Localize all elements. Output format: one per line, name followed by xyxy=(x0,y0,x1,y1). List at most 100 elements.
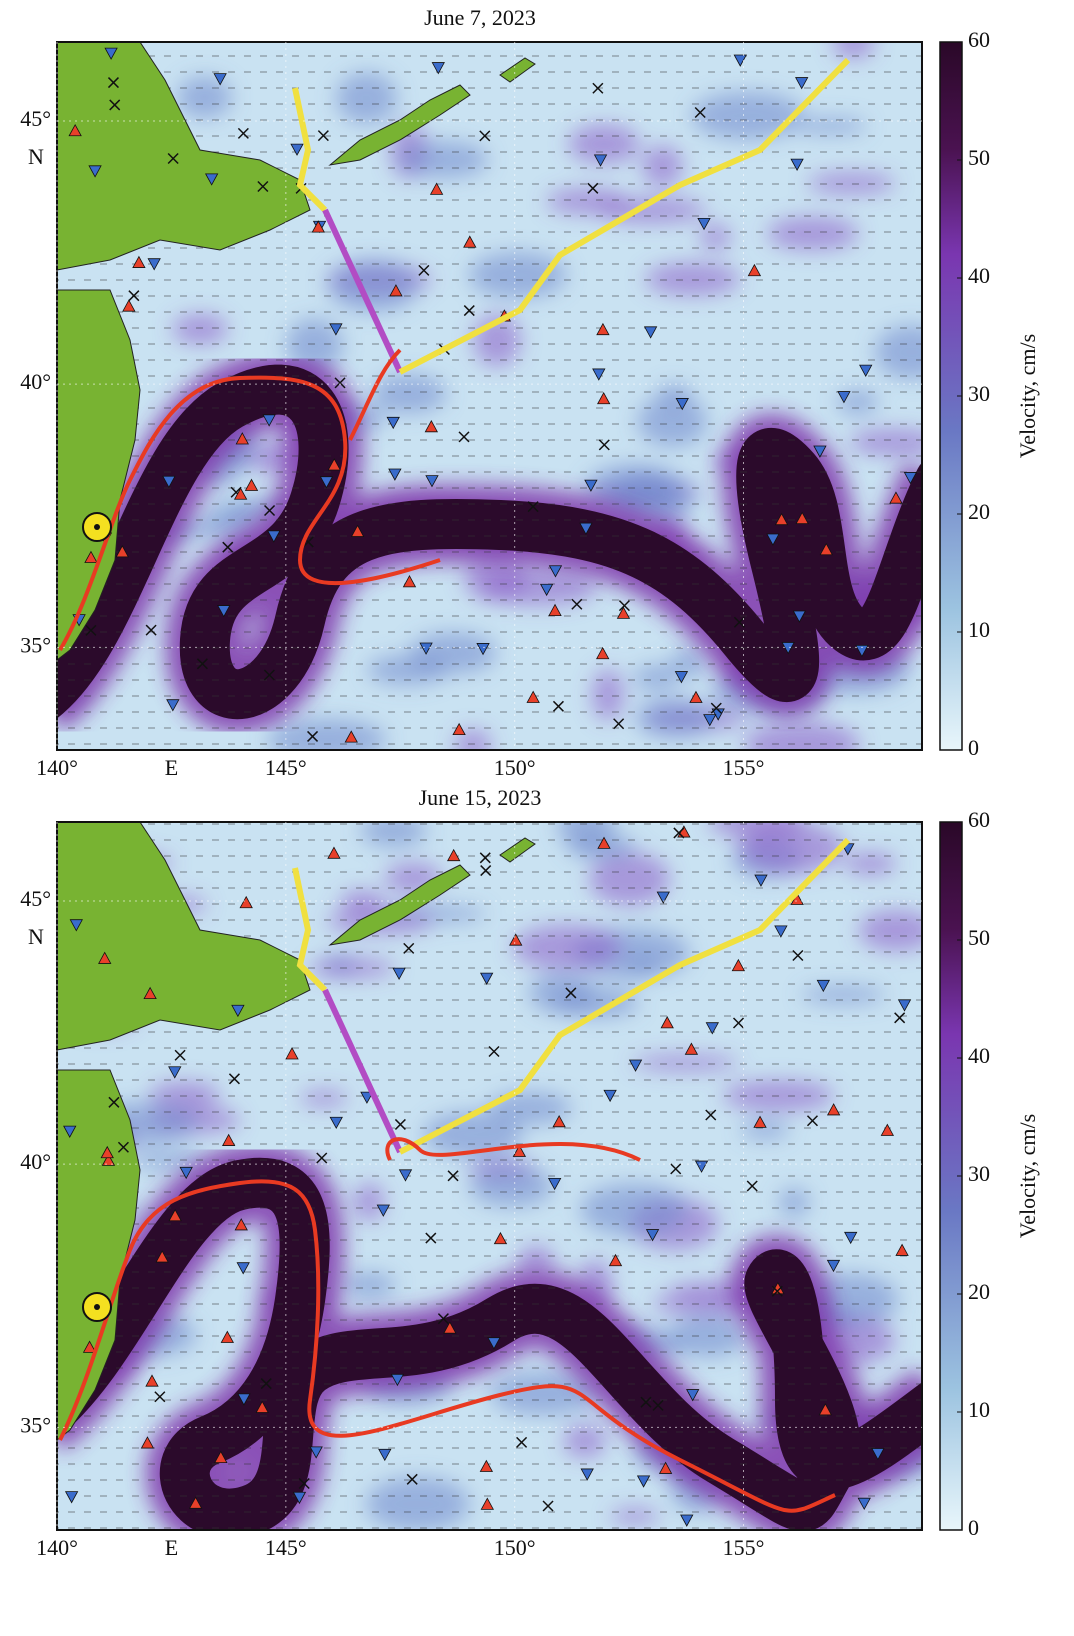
up-triangle xyxy=(880,1123,895,1136)
up-triangle xyxy=(818,1403,833,1416)
up-triangle xyxy=(658,1461,673,1474)
up-triangle xyxy=(350,524,365,537)
track-red xyxy=(58,348,441,652)
down-triangle xyxy=(837,391,851,404)
down-triangle xyxy=(705,1022,719,1035)
up-triangle xyxy=(552,1114,566,1128)
up-triangle xyxy=(509,933,523,946)
down-triangle xyxy=(826,1259,841,1273)
cross-marker xyxy=(394,1118,406,1130)
cross-marker xyxy=(196,658,208,670)
colorbar-label: Velocity, cm/s xyxy=(1015,1114,1040,1238)
up-triangle xyxy=(660,1016,674,1029)
down-triangle xyxy=(487,1337,501,1350)
down-triangle xyxy=(539,583,554,597)
up-triangle xyxy=(101,1153,116,1166)
cross-marker xyxy=(670,1163,682,1175)
up-triangle xyxy=(429,182,444,195)
cross-marker xyxy=(263,669,275,681)
up-triangle xyxy=(774,512,789,526)
cross-marker xyxy=(516,1436,528,1448)
cross-marker xyxy=(705,1109,717,1121)
colorbar-tick-label: 40 xyxy=(968,1043,990,1068)
map-panel: June 15, 2023 140° 145° 150° 155° E 35° 40° 45° N… xyxy=(20,785,1040,1560)
down-triangle xyxy=(643,326,658,339)
cross-marker xyxy=(307,730,319,742)
down-triangle xyxy=(231,1004,245,1018)
cross-marker xyxy=(488,1045,500,1058)
down-triangle xyxy=(592,368,606,381)
down-triangle xyxy=(104,47,118,60)
down-triangle xyxy=(213,73,227,86)
cross-marker xyxy=(806,1115,819,1127)
up-triangle xyxy=(447,848,461,862)
up-triangle xyxy=(753,1115,767,1128)
down-triangle xyxy=(162,475,176,489)
down-triangle xyxy=(166,699,180,712)
up-triangle xyxy=(235,432,249,445)
cross-marker xyxy=(673,827,685,839)
cross-marker xyxy=(154,1391,166,1403)
cross-marker xyxy=(571,598,583,610)
cross-marker xyxy=(894,1012,906,1024)
down-triangle xyxy=(859,364,873,377)
map-area xyxy=(57,42,922,750)
up-triangle xyxy=(479,1459,494,1472)
cross-marker xyxy=(418,264,430,276)
land-kuril xyxy=(328,57,536,166)
colorbar-tick-label: 40 xyxy=(968,263,990,288)
down-triangle xyxy=(547,1177,562,1191)
down-triangle xyxy=(392,967,406,980)
cross-marker xyxy=(592,82,604,94)
up-triangle xyxy=(596,646,610,660)
cross-marker xyxy=(542,1500,554,1512)
up-triangle xyxy=(285,1047,299,1060)
down-triangle xyxy=(603,1089,617,1103)
up-triangle xyxy=(140,1436,155,1449)
up-triangle xyxy=(819,542,833,556)
down-triangle xyxy=(754,874,768,887)
map-area xyxy=(57,822,922,1530)
down-triangle xyxy=(593,154,608,167)
colorbar-tick-label: 10 xyxy=(968,1397,990,1422)
x-tick-label: 150° xyxy=(494,1535,536,1560)
down-triangle xyxy=(292,1491,307,1505)
cross-marker xyxy=(85,624,97,636)
y-tick-label: 45° xyxy=(20,886,51,911)
cross-marker xyxy=(108,1096,120,1108)
up-triangle xyxy=(424,419,439,433)
x-tick-label: 150° xyxy=(494,755,536,780)
cross-marker xyxy=(167,152,179,165)
nuclear-core xyxy=(94,524,100,530)
up-triangle xyxy=(512,1144,527,1157)
x-tick-label: 145° xyxy=(265,1535,307,1560)
cross-marker xyxy=(458,431,470,443)
down-triangle xyxy=(376,1204,390,1217)
track-yellow xyxy=(398,57,851,375)
down-triangle xyxy=(69,919,83,932)
down-triangle xyxy=(378,1448,392,1462)
colorbar-tick-label: 50 xyxy=(968,925,990,950)
cross-marker xyxy=(145,624,157,636)
y-tick-label: 45° xyxy=(20,106,51,131)
down-triangle xyxy=(584,479,598,492)
down-triangle xyxy=(329,1116,343,1130)
up-triangle xyxy=(480,1497,494,1510)
down-triangle xyxy=(855,644,869,658)
down-triangle xyxy=(548,565,563,578)
cross-marker xyxy=(598,439,610,451)
up-triangle xyxy=(233,487,248,500)
down-triangle xyxy=(680,1514,694,1527)
up-triangle xyxy=(452,722,466,736)
up-triangle xyxy=(82,1340,97,1353)
y-tick-label: 40° xyxy=(20,369,51,394)
down-triangle xyxy=(236,1262,250,1275)
cross-marker xyxy=(463,305,475,317)
colorbar-tick-label: 20 xyxy=(968,1279,990,1304)
down-triangle xyxy=(147,258,161,271)
cross-marker xyxy=(222,541,234,553)
down-triangle xyxy=(675,398,689,411)
down-triangle xyxy=(813,445,827,458)
cross-marker xyxy=(334,377,346,389)
